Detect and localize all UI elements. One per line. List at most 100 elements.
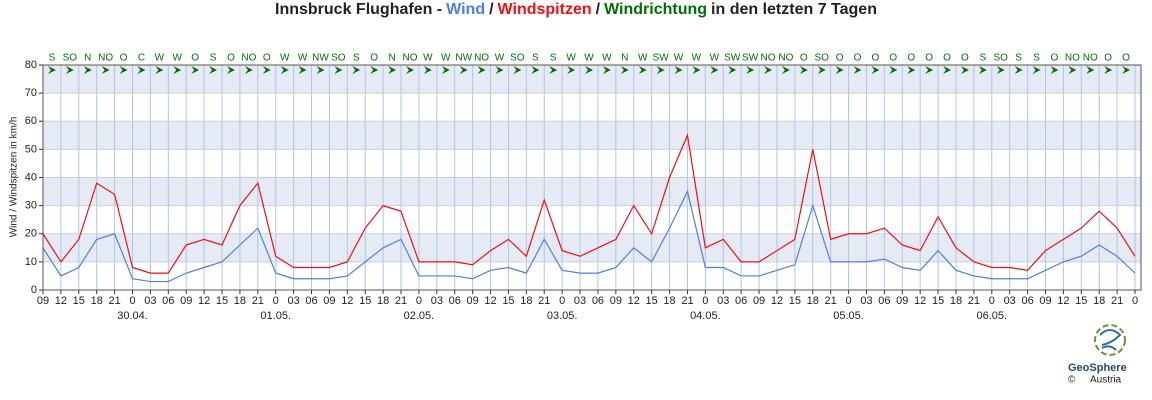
wind-direction-label: NO: [474, 53, 489, 64]
x-tick-label: 03: [431, 295, 443, 307]
x-tick-label: 0: [273, 295, 279, 307]
wind-direction-label: O: [227, 53, 235, 64]
x-tick-label: 03: [860, 295, 872, 307]
wind-direction-label: O: [370, 53, 378, 64]
wind-direction-label: SW: [653, 53, 670, 64]
title-direction: Windrichtung: [604, 1, 708, 18]
wind-direction-label: W: [566, 53, 576, 64]
x-tick-label: 0: [129, 295, 135, 307]
y-tick-label: 40: [25, 171, 37, 183]
wind-direction-arrow: [799, 66, 808, 74]
wind-direction-arrow: [889, 66, 898, 74]
wind-direction-label: S: [550, 53, 557, 64]
wind-direction-label: W: [602, 53, 612, 64]
x-tick-label: 15: [73, 295, 85, 307]
x-tick-label: 21: [825, 295, 837, 307]
chart-title: Innsbruck Flughafen - Wind / Windspitzen / Wi…: [0, 1, 1152, 19]
x-tick-label: 21: [968, 295, 980, 307]
wind-direction-label: O: [907, 53, 915, 64]
x-tick-label: 0: [702, 295, 708, 307]
wind-direction-label: NO: [1065, 53, 1080, 64]
wind-direction-label: SW: [742, 53, 759, 64]
x-tick-label: 09: [37, 295, 49, 307]
wind-direction-label: O: [191, 53, 199, 64]
wind-direction-arrow: [531, 66, 540, 74]
wind-direction-label: S: [210, 53, 217, 64]
wind-direction-arrow: [155, 66, 164, 74]
x-tick-label: 06: [162, 295, 174, 307]
wind-direction-arrow: [620, 66, 629, 74]
wind-direction-label: NO: [778, 53, 793, 64]
wind-direction-arrow: [226, 66, 235, 74]
x-tick-label: 0: [1132, 295, 1138, 307]
x-tick-label: 12: [628, 295, 640, 307]
x-tick-label: 03: [574, 295, 586, 307]
grid-band: [43, 121, 1141, 150]
x-tick-label: 06: [305, 295, 317, 307]
wind-direction-arrow: [65, 66, 74, 74]
date-label: 02.05.: [404, 310, 435, 322]
x-tick-label: 15: [646, 295, 658, 307]
wind-direction-arrow: [925, 66, 934, 74]
wind-direction-label: W: [584, 53, 594, 64]
x-tick-label: 09: [753, 295, 765, 307]
wind-direction-label: O: [1104, 53, 1112, 64]
wind-direction-label: W: [674, 53, 684, 64]
logo-icon: [1094, 324, 1126, 356]
wind-direction-arrow: [1104, 66, 1113, 74]
x-tick-label: 06: [449, 295, 461, 307]
wind-direction-label: O: [872, 53, 880, 64]
wind-direction-arrow: [119, 66, 128, 74]
wind-direction-arrow: [388, 66, 397, 74]
wind-direction-label: W: [692, 53, 702, 64]
wind-direction-arrow: [101, 66, 110, 74]
wind-direction-arrow: [459, 66, 468, 74]
wind-direction-arrow: [334, 66, 343, 74]
y-axis-title: Wind / Windspitzen in km/h: [9, 117, 20, 238]
wind-direction-arrow: [262, 66, 271, 74]
x-tick-label: 15: [359, 295, 371, 307]
x-tick-label: 09: [610, 295, 622, 307]
x-tick-label: 21: [1111, 295, 1123, 307]
wind-direction-label: SO: [331, 53, 346, 64]
x-tick-label: 06: [735, 295, 747, 307]
wind-direction-arrow: [692, 66, 701, 74]
wind-direction-label: N: [621, 53, 628, 64]
wind-direction-arrow: [370, 66, 379, 74]
wind-direction-arrow: [441, 66, 450, 74]
wind-direction-arrow: [352, 66, 361, 74]
x-tick-label: 03: [717, 295, 729, 307]
wind-direction-label: O: [1051, 53, 1059, 64]
wind-direction-label: NO: [402, 53, 417, 64]
x-tick-label: 18: [807, 295, 819, 307]
x-tick-label: 12: [198, 295, 210, 307]
wind-direction-label: SO: [814, 53, 829, 64]
wind-direction-label: N: [388, 53, 395, 64]
grid-band: [43, 177, 1141, 206]
wind-direction-label: NO: [761, 53, 776, 64]
wind-direction-arrow: [764, 66, 773, 74]
date-label: 30.04.: [117, 310, 148, 322]
y-tick-label: 20: [25, 228, 37, 240]
wind-direction-arrow: [1086, 66, 1095, 74]
x-tick-label: 09: [1039, 295, 1051, 307]
wind-direction-arrow: [83, 66, 92, 74]
wind-direction-label: S: [49, 53, 56, 64]
wind-direction-label: W: [638, 53, 648, 64]
wind-direction-label: N: [84, 53, 91, 64]
x-tick-label: 03: [144, 295, 156, 307]
wind-direction-label: SO: [994, 53, 1009, 64]
date-label: 03.05.: [547, 310, 578, 322]
x-tick-label: 12: [341, 295, 353, 307]
wind-direction-arrow: [585, 66, 593, 74]
x-tick-label: 06: [1021, 295, 1033, 307]
wind-direction-arrow: [477, 66, 486, 74]
wind-direction-arrow: [602, 66, 611, 74]
grid-band: [43, 233, 1141, 262]
x-tick-label: 15: [216, 295, 228, 307]
logo-sub: Austria: [1090, 375, 1122, 386]
logo: GeoSphere © Austria: [1068, 324, 1127, 386]
wind-direction-label: O: [854, 53, 862, 64]
wind-direction-label: SW: [724, 53, 741, 64]
